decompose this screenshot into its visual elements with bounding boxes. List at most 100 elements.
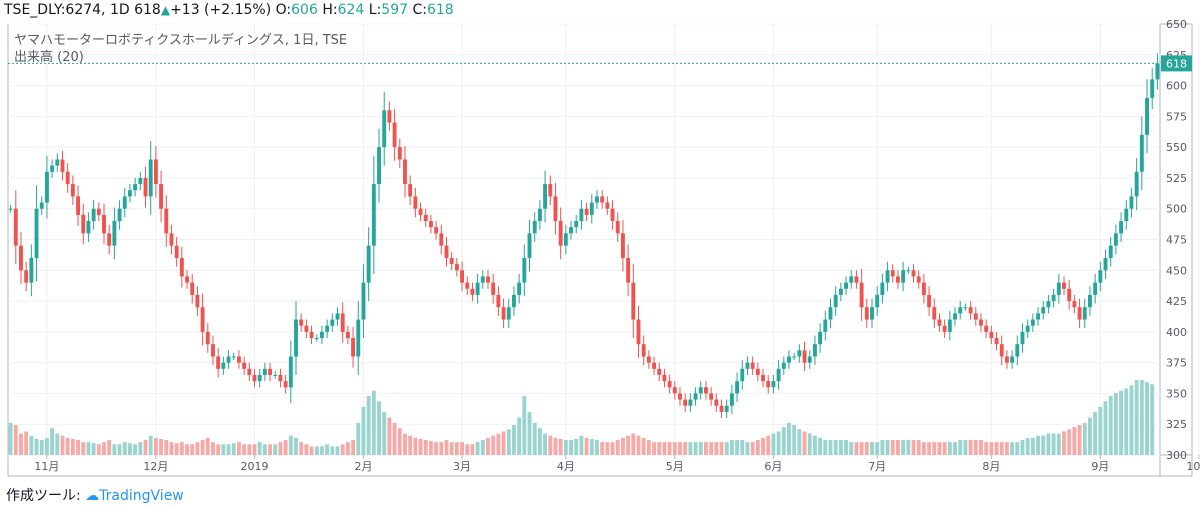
volume-bar — [802, 431, 807, 455]
volume-bar — [70, 438, 75, 455]
volume-bar — [242, 444, 247, 455]
candle-body — [138, 177, 143, 185]
candle-body — [574, 221, 579, 228]
candle-body — [1088, 294, 1092, 308]
tradingview-brand[interactable]: TradingView — [99, 488, 184, 504]
volume-bar — [927, 442, 932, 455]
candle-body — [932, 307, 937, 320]
volume-bar — [947, 442, 952, 455]
x-tick-label: 11月 — [34, 460, 59, 473]
candle-body — [1051, 294, 1056, 302]
volume-bar — [574, 438, 579, 455]
volume-bar — [107, 440, 112, 455]
candle-body — [1010, 356, 1015, 363]
candle-body — [102, 214, 106, 234]
candle-body — [885, 270, 890, 283]
candle-body — [833, 294, 838, 308]
volume-bar — [1004, 442, 1009, 455]
candle-body — [646, 356, 651, 363]
volume-bar — [460, 442, 464, 455]
candle-body — [771, 381, 776, 388]
candle-body — [812, 344, 817, 357]
volume-bar — [1072, 427, 1077, 455]
x-tick-label: 12月 — [143, 460, 168, 473]
candle-body — [76, 196, 80, 215]
volume-bar — [454, 442, 459, 455]
candle-body — [1041, 307, 1046, 314]
volume-bar — [138, 442, 143, 455]
candle-body — [268, 368, 272, 375]
volume-bar — [501, 431, 506, 455]
volume-bar — [875, 442, 880, 455]
volume-bar — [1036, 435, 1040, 455]
volume-bar — [1046, 433, 1051, 455]
candle-body — [859, 282, 864, 308]
volume-bar — [262, 444, 267, 455]
volume-bar — [553, 437, 558, 455]
volume-bar — [81, 442, 86, 455]
candle-body — [70, 184, 75, 197]
candle-body — [1139, 134, 1144, 172]
volume-bar — [1093, 412, 1098, 455]
volume-bar — [148, 435, 153, 455]
volume-bar — [1010, 442, 1015, 455]
candle-body — [96, 208, 101, 215]
candle-body — [641, 344, 646, 357]
volume-bar — [387, 417, 392, 455]
volume-bar — [1020, 440, 1025, 455]
volume-bar — [1113, 392, 1118, 455]
volume-bar — [34, 438, 39, 455]
volume-bar — [626, 435, 631, 455]
candle-body — [392, 122, 397, 148]
volume-bar — [979, 440, 983, 455]
x-tick-label: 6月 — [764, 460, 782, 473]
candle-body — [937, 319, 942, 326]
volume-bar — [595, 440, 599, 455]
volume-bar — [563, 440, 568, 455]
candle-body — [454, 264, 459, 271]
candle-body — [501, 307, 506, 320]
x-tick-label: 2019 — [240, 460, 268, 473]
volume-bar — [273, 444, 278, 455]
candle-body — [569, 227, 573, 234]
y-tick-label: 325 — [1166, 418, 1187, 431]
volume-bar — [838, 440, 843, 455]
candle-body — [309, 331, 314, 339]
candle-body — [1108, 245, 1113, 258]
candle-body — [50, 165, 55, 172]
volume-bar — [330, 446, 335, 455]
candle-body — [875, 294, 880, 308]
symbol-header: TSE_DLY:6274, 1D 618▲+13 (+2.15%) O:606 … — [4, 2, 454, 18]
y-tick-label: 525 — [1166, 172, 1187, 185]
volume-bar — [392, 422, 397, 455]
candle-body — [361, 282, 366, 320]
volume-bar — [854, 442, 859, 455]
volume-bar — [755, 440, 760, 455]
volume-bar — [823, 440, 828, 455]
volume-bar — [683, 442, 688, 455]
y-tick-label: 375 — [1166, 357, 1187, 370]
volume-bar — [631, 433, 636, 455]
volume-bar — [1082, 422, 1087, 455]
volume-bar — [340, 444, 345, 455]
close-value: 618 — [426, 2, 454, 18]
candle-body — [615, 221, 620, 234]
volume-bar — [1088, 417, 1092, 455]
tradingview-logo-icon[interactable]: ☁ — [85, 488, 100, 504]
volume-bar — [548, 435, 553, 455]
candle-body — [226, 356, 231, 363]
high-value: 624 — [337, 2, 365, 18]
candle-body — [366, 245, 371, 283]
interval-label: 1D — [109, 2, 130, 18]
candle-body — [1077, 307, 1082, 320]
volume-bar — [335, 446, 340, 455]
volume-bar — [397, 428, 402, 455]
candle-body — [766, 381, 771, 388]
candle-body — [610, 208, 615, 222]
volume-bar — [345, 442, 350, 455]
volume-bar — [745, 442, 750, 455]
last-price-tag-label: 618 — [1166, 57, 1187, 70]
candle-body — [356, 319, 361, 357]
candle-body — [605, 202, 610, 209]
